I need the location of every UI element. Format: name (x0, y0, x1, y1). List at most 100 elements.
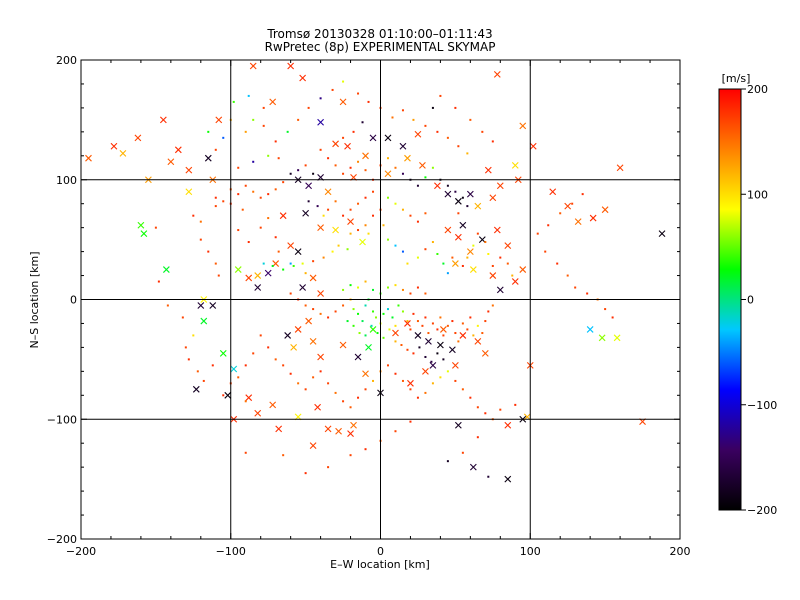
colorbar-tick-label: −100 (747, 399, 777, 412)
data-point-dot (416, 184, 419, 187)
cross-stroke (454, 197, 462, 205)
data-point-dot (274, 236, 277, 239)
data-point-cross (309, 338, 317, 345)
data-point-dot (461, 196, 464, 199)
data-point-dot (446, 324, 449, 327)
data-point-cross (140, 230, 148, 238)
data-point-dot (424, 124, 427, 127)
data-point-dot (394, 166, 397, 169)
data-point-dot (327, 208, 330, 211)
data-point-dot (364, 224, 367, 227)
cross-stroke (454, 421, 462, 429)
cross-stroke (493, 226, 501, 234)
cross-stroke (339, 98, 347, 106)
data-point-cross (564, 202, 572, 210)
x-tick-label: 100 (520, 545, 541, 558)
data-point-cross (493, 70, 501, 78)
data-point-dot (262, 124, 265, 127)
data-point-cross (245, 394, 253, 402)
data-point-dot (267, 193, 270, 196)
data-point-dot (252, 190, 255, 193)
data-point-dot (484, 320, 487, 323)
cross-stroke (392, 329, 399, 337)
data-point-dot (409, 388, 412, 391)
x-tick-label: −100 (216, 545, 246, 558)
cross-stroke (384, 134, 392, 142)
data-point-dot (416, 320, 419, 323)
data-point-dot (207, 130, 210, 133)
data-point-cross (294, 326, 302, 333)
data-point-dot (297, 118, 300, 121)
data-point-dot (244, 184, 247, 187)
cross-stroke (347, 430, 354, 438)
data-point-dot (401, 310, 404, 313)
data-point-dot (322, 256, 325, 259)
data-point-cross (598, 334, 606, 342)
cross-stroke (469, 266, 477, 273)
data-point-cross (586, 326, 594, 333)
data-point-cross (384, 134, 392, 142)
data-point-dot (469, 118, 472, 121)
cross-stroke (404, 154, 411, 162)
data-point-dot (237, 193, 240, 196)
data-point-cross (162, 266, 170, 273)
data-point-cross (275, 425, 283, 433)
data-point-cross (269, 98, 277, 106)
data-point-dot (364, 280, 367, 283)
data-point-dot (334, 391, 337, 394)
data-point-dot (352, 130, 355, 133)
data-point-dot (184, 346, 187, 349)
data-point-dot (436, 352, 439, 355)
data-point-dot (394, 284, 397, 287)
data-point-dot (487, 475, 490, 478)
data-point-dot (292, 264, 295, 267)
cross-stroke (324, 425, 332, 433)
data-point-dot (282, 364, 285, 367)
data-point-dot (375, 316, 378, 319)
data-point-dot (454, 190, 457, 193)
data-point-dot (342, 288, 345, 291)
cross-stroke (469, 463, 477, 471)
chart-subtitle: RwPretec (8p) EXPERIMENTAL SKYMAP (265, 40, 496, 54)
data-point-cross (167, 158, 175, 166)
data-point-dot (319, 312, 322, 315)
data-point-dot (286, 130, 289, 133)
x-tick-label: 200 (670, 545, 691, 558)
data-point-dot (214, 148, 217, 151)
data-point-cross (404, 320, 411, 327)
data-point-dot (196, 370, 199, 373)
data-point-dot (337, 244, 340, 247)
data-point-cross (290, 344, 298, 351)
data-point-dot (282, 268, 285, 271)
data-point-cross (451, 260, 459, 267)
data-point-dot (312, 308, 315, 311)
data-point-dot (289, 262, 292, 265)
cross-stroke (504, 242, 512, 250)
cross-stroke (496, 286, 504, 294)
data-point-dot (319, 370, 322, 373)
data-point-dot (499, 256, 502, 259)
cross-stroke (275, 425, 283, 433)
cross-stroke (484, 166, 492, 174)
data-point-dot (267, 217, 270, 220)
data-point-cross (192, 385, 200, 393)
data-point-dot (386, 308, 389, 311)
data-point-dot (277, 250, 280, 253)
cross-stroke (359, 238, 366, 246)
cross-stroke (279, 212, 287, 220)
data-point-cross (294, 248, 302, 255)
data-point-dot (442, 334, 445, 337)
cross-stroke (185, 166, 193, 174)
data-point-dot (349, 454, 352, 457)
data-point-cross (504, 421, 512, 429)
cross-stroke (305, 317, 313, 325)
data-point-cross (459, 332, 467, 339)
data-point-dot (424, 391, 427, 394)
grid-lines (81, 60, 680, 539)
data-point-cross (347, 218, 354, 226)
data-point-cross (549, 188, 557, 196)
cross-stroke (197, 302, 205, 309)
data-point-dot (481, 130, 484, 133)
colorbar-unit-label: [m/s] (722, 72, 751, 85)
cross-stroke (451, 361, 459, 369)
